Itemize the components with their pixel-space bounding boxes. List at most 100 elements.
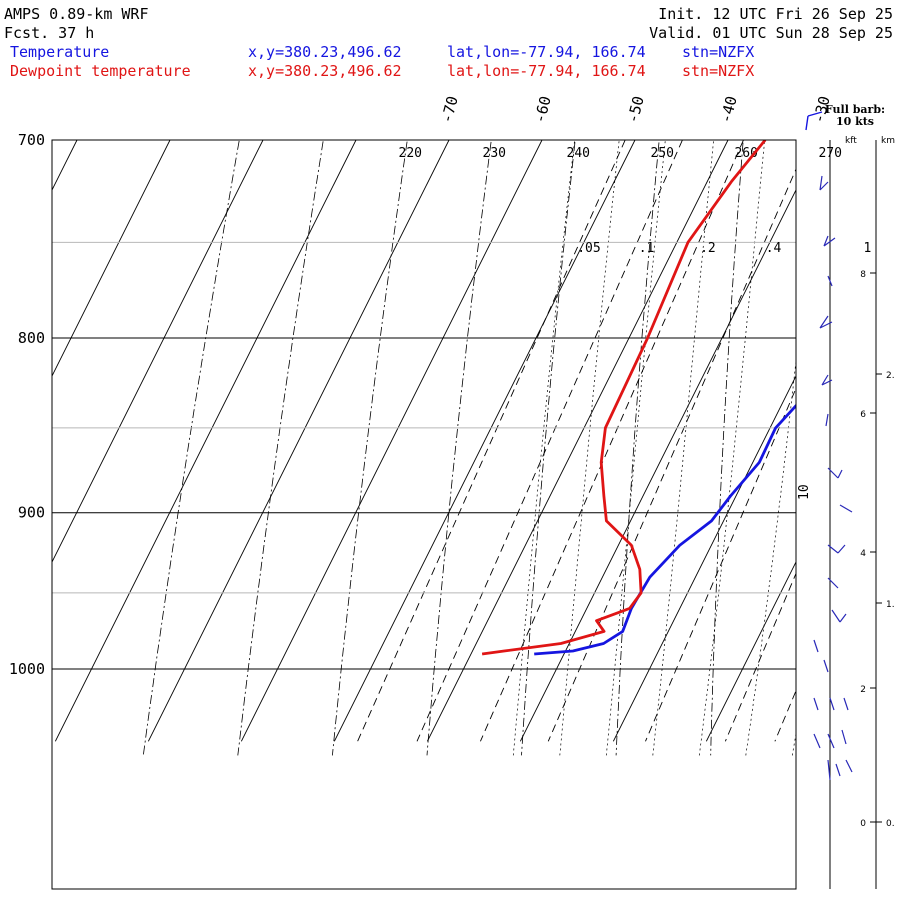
- plot-frame: [51, 139, 797, 890]
- isotherm: [240, 140, 543, 742]
- legend-temperature: Temperature: [10, 43, 109, 61]
- wind-barb: [821, 374, 833, 386]
- pressure-tick-label: 700: [18, 131, 45, 149]
- side-label: 10: [797, 484, 812, 500]
- km-tick-label: 2.: [886, 371, 895, 381]
- wind-barb: [839, 504, 853, 513]
- legend-temperature-xy: x,y=380.23,496.62: [248, 43, 402, 61]
- wind-barb: [831, 609, 847, 623]
- mixing-ratio-label: .4: [766, 241, 782, 256]
- temperature-tick-label: -60: [530, 94, 554, 125]
- isotherm: [52, 140, 264, 564]
- dry-adiabat: [615, 140, 660, 756]
- temperature-profile: [534, 403, 796, 656]
- wind-barb: [819, 315, 833, 329]
- temperature-tick-label: -70: [437, 94, 461, 125]
- mixing-ratio-line: [416, 140, 683, 742]
- moist-adiabat: [885, 7, 900, 755]
- valid-time: Valid. 01 UTC Sun 28 Sep 25: [649, 24, 893, 42]
- moist-adiabat: [605, 140, 666, 756]
- forecast-hour: Fcst. 37 h: [4, 24, 94, 42]
- wind-barb: [813, 729, 847, 749]
- isotherm: [426, 140, 729, 742]
- km-tick-label: 1.: [886, 600, 895, 610]
- kft-tick-label: 8: [860, 270, 866, 280]
- wind-barb: [823, 235, 836, 247]
- km-tick-label: 0.: [886, 819, 895, 829]
- moist-adiabat: [512, 140, 575, 756]
- background-lines: [52, 7, 900, 756]
- legend-dewpoint: Dewpoint temperature: [10, 62, 191, 80]
- legend-dewpoint-xy: x,y=380.23,496.62: [248, 62, 402, 80]
- legend-dewpoint-station: stn=NZFX: [682, 62, 754, 80]
- isotherm: [54, 140, 357, 742]
- wind-barb: [827, 577, 839, 589]
- pressure-tick-label: 800: [18, 329, 45, 347]
- temperature-tick-label: -40: [716, 94, 740, 125]
- legend-dewpoint-latlon: lat,lon=-77.94, 166.74: [447, 62, 646, 80]
- wind-barb: [827, 759, 853, 781]
- init-time: Init. 12 UTC Fri 26 Sep 25: [658, 5, 893, 23]
- mixing-ratio-line: [645, 387, 796, 742]
- dry-adiabat: [237, 140, 324, 756]
- isotherm: [799, 140, 900, 741]
- isotherm: [892, 140, 900, 741]
- mixing-ratio-label: .1: [639, 241, 655, 256]
- mixing-ratio-line: [547, 168, 796, 742]
- mixing-ratio-label: .2: [700, 241, 716, 256]
- isobar-grid: [52, 241, 796, 670]
- kft-tick-label: 2: [860, 685, 866, 695]
- model-title: AMPS 0.89-km WRF: [4, 5, 149, 23]
- barb-legend-title: Full barb:: [825, 103, 885, 116]
- dry-adiabat: [142, 140, 240, 756]
- moist-adiabat: [652, 140, 714, 756]
- legend-temperature-station: stn=NZFX: [682, 43, 754, 61]
- adiabat-label: 220: [399, 146, 422, 161]
- adiabat-label: 240: [567, 146, 590, 161]
- mixing-ratio-label: .05: [577, 241, 600, 256]
- wind-barb: [819, 175, 829, 191]
- mixing-ratio-line: [865, 140, 900, 741]
- isotherm: [147, 140, 450, 742]
- barb-legend-speed: 10 kts: [836, 115, 874, 128]
- mixing-ratio-line: [811, 140, 900, 741]
- kft-tick-label: 0: [860, 819, 866, 829]
- wind-barb: [827, 544, 846, 554]
- profile-series: [481, 140, 796, 656]
- wind-barb: [813, 639, 819, 653]
- mixing-ratio-label: 1: [863, 241, 871, 256]
- isotherm: [52, 140, 171, 378]
- moist-adiabat: [698, 140, 766, 756]
- mixing-ratio-line: [774, 689, 796, 742]
- wind-barb: [813, 697, 849, 711]
- isotherm: [52, 140, 78, 192]
- dewpoint-profile: [481, 140, 767, 656]
- kft-unit: kft: [845, 136, 857, 146]
- dry-adiabat: [521, 140, 576, 756]
- barb-legend-icon: [805, 111, 823, 131]
- wind-barb: [827, 275, 833, 287]
- wind-barb: [825, 413, 829, 427]
- pressure-tick-label: 900: [18, 504, 45, 522]
- pressure-tick-label: 1000: [9, 660, 45, 678]
- axis-labels: 7008009001000-70-60-50-40-30-20-10022023…: [9, 94, 871, 678]
- kft-tick-label: 6: [860, 410, 866, 420]
- dry-adiabat: [426, 140, 492, 756]
- wind-barb: [823, 659, 829, 673]
- adiabat-label: 230: [483, 146, 506, 161]
- wind-barb: [827, 467, 843, 479]
- isotherm: [333, 140, 636, 742]
- km-unit: km: [881, 136, 895, 146]
- legend-temperature-latlon: lat,lon=-77.94, 166.74: [447, 43, 646, 61]
- isotherm: [612, 374, 796, 742]
- wind-profile-panel: kft km Full barb: 10 kts 10 8 6 4 2 0 2. 1. 0.: [797, 103, 895, 889]
- moist-adiabat: [559, 140, 620, 756]
- kft-tick-label: 4: [860, 549, 866, 559]
- isotherm: [705, 560, 796, 742]
- dry-adiabat: [332, 140, 408, 756]
- temperature-tick-label: -50: [623, 94, 647, 125]
- mixing-ratio-line: [480, 140, 744, 742]
- mixing-ratio-line: [357, 140, 626, 742]
- adiabat-label: 250: [650, 146, 673, 161]
